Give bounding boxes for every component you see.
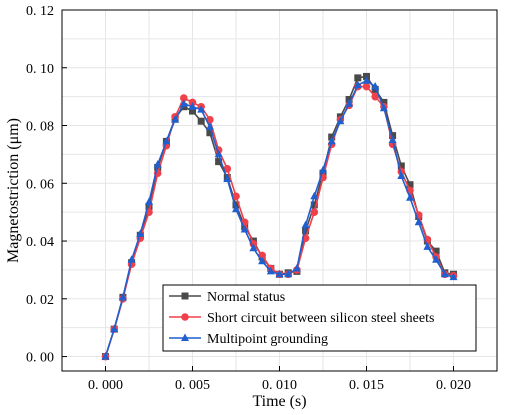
x-tick-label: 0. 015 xyxy=(349,378,384,393)
legend: Normal status Short circuit between silic… xyxy=(162,284,477,352)
x-tick-label: 0. 010 xyxy=(262,378,297,393)
circle-marker xyxy=(362,82,371,91)
triangle-marker xyxy=(423,242,432,250)
x-tick-label: 0. 000 xyxy=(88,378,123,393)
triangle-marker xyxy=(440,269,449,278)
triangle-marker xyxy=(414,217,423,226)
x-tick-label: 0. 005 xyxy=(175,378,210,393)
circle-marker xyxy=(223,165,232,173)
legend-entry-label: Short circuit between silicon steel shee… xyxy=(207,311,434,326)
square-marker xyxy=(310,201,318,209)
triangle-marker xyxy=(345,99,354,107)
triangle-marker xyxy=(205,122,214,130)
triangle-marker xyxy=(101,352,110,360)
x-axis-label: Time (s) xyxy=(252,393,306,410)
triangle-marker xyxy=(292,263,301,272)
axis-ticks: 0. 000 0. 005 0. 010 0. 015 0. 020 0. 00 0. 02… xyxy=(26,4,471,393)
triangle-marker xyxy=(275,269,284,278)
triangle-marker xyxy=(110,324,119,333)
square-marker xyxy=(197,117,205,125)
circle-marker xyxy=(371,92,380,101)
triangle-marker xyxy=(153,160,162,168)
triangle-marker xyxy=(214,149,223,158)
triangle-marker xyxy=(266,266,275,275)
triangle-marker xyxy=(240,224,249,233)
x-tick-label: 0. 020 xyxy=(436,378,471,393)
triangle-marker xyxy=(197,105,206,113)
y-tick-label: 0. 06 xyxy=(26,177,54,192)
triangle-marker xyxy=(181,333,189,341)
legend-entry-label: Normal status xyxy=(207,290,285,305)
series-lines xyxy=(101,72,458,361)
y-axis-label: Magnetostriction (μm) xyxy=(5,118,22,263)
square-marker xyxy=(145,202,153,210)
square-marker xyxy=(432,247,440,255)
triangle-marker xyxy=(162,136,171,145)
triangle-marker xyxy=(379,103,388,112)
triangle-marker xyxy=(319,165,327,174)
triangle-marker xyxy=(449,272,458,281)
circle-marker xyxy=(310,208,319,216)
circle-marker xyxy=(180,94,188,102)
triangle-marker xyxy=(371,82,380,90)
triangle-marker xyxy=(310,191,319,200)
square-marker xyxy=(302,227,310,235)
triangle-marker xyxy=(336,116,345,125)
y-tick-label: 0. 04 xyxy=(26,235,54,250)
triangle-marker xyxy=(388,135,397,143)
triangle-marker xyxy=(232,204,240,213)
triangle-marker xyxy=(353,80,362,89)
square-marker xyxy=(206,129,214,137)
triangle-marker xyxy=(362,76,371,84)
square-marker xyxy=(181,292,189,300)
legend-entry-label: Multipoint grounding xyxy=(207,332,328,347)
square-marker xyxy=(354,74,362,82)
triangle-marker xyxy=(258,256,267,265)
y-tick-label: 0. 02 xyxy=(26,293,54,308)
triangle-marker xyxy=(118,292,127,301)
square-marker xyxy=(406,181,414,189)
triangle-marker xyxy=(171,115,180,123)
legend-box xyxy=(162,284,477,352)
square-marker xyxy=(380,98,388,106)
triangle-marker xyxy=(397,171,406,180)
y-tick-label: 0. 12 xyxy=(26,4,54,19)
triangle-marker xyxy=(406,193,414,201)
y-tick-label: 0. 10 xyxy=(26,62,54,77)
circle-marker xyxy=(181,313,189,321)
series-2 xyxy=(101,76,458,360)
square-marker xyxy=(215,158,223,166)
triangle-marker xyxy=(145,197,153,206)
triangle-marker xyxy=(327,136,336,145)
circle-marker xyxy=(232,192,240,201)
triangle-marker xyxy=(179,99,188,107)
triangle-marker xyxy=(432,255,441,263)
square-marker xyxy=(397,162,405,170)
triangle-marker xyxy=(301,220,310,229)
y-tick-label: 0. 00 xyxy=(26,351,54,366)
triangle-marker xyxy=(127,255,136,263)
triangle-marker xyxy=(284,269,293,278)
triangle-marker xyxy=(136,229,145,237)
y-tick-label: 0. 08 xyxy=(26,120,54,135)
triangle-marker xyxy=(223,174,232,182)
square-marker xyxy=(189,107,196,115)
triangle-marker xyxy=(188,102,197,110)
triangle-marker xyxy=(249,243,258,252)
